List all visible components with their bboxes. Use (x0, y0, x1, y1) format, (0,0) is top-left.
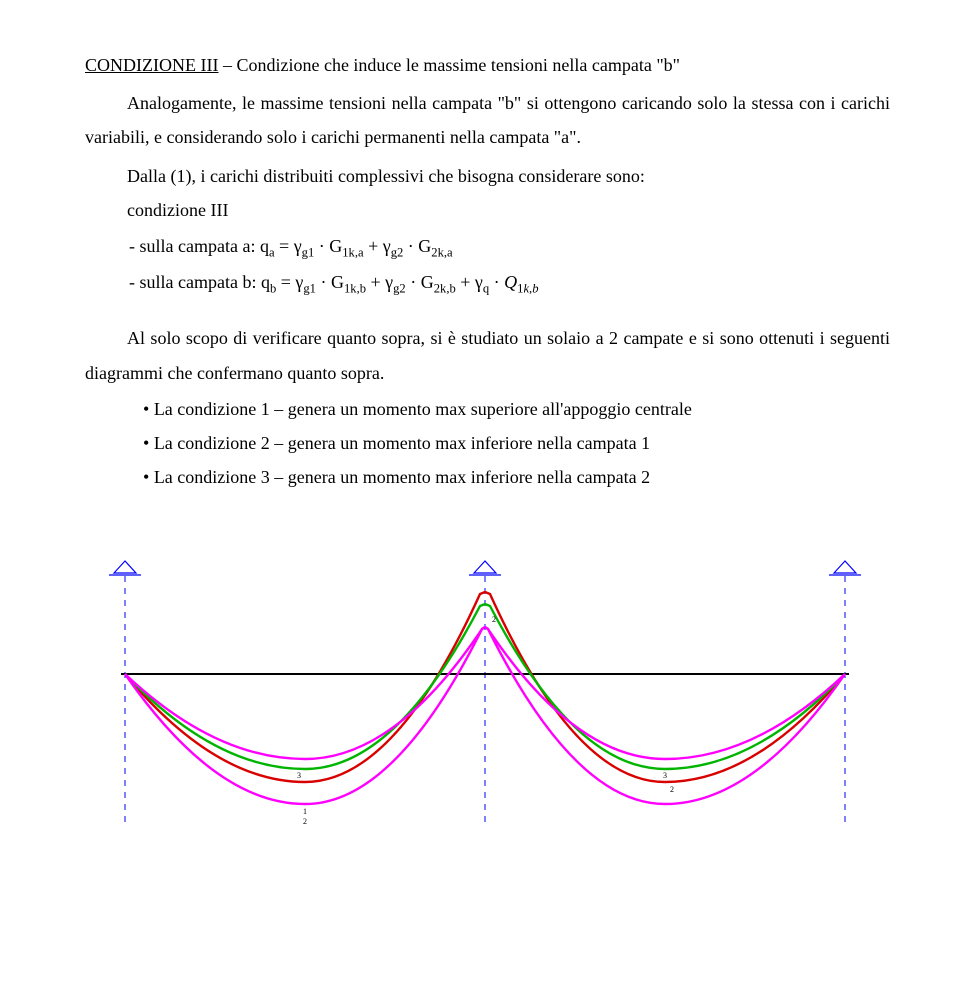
document-page: CONDIZIONE III – Condizione che induce l… (0, 0, 960, 1005)
bullet-2: La condizione 2 – genera un momento max … (85, 426, 890, 460)
heading-underlined: CONDIZIONE III (85, 55, 218, 75)
formula-a: qa = γg1 · G1k,a + γg2 · G2k,a (260, 236, 453, 256)
chart-annotation: 1 (303, 807, 307, 816)
bullet-1: La condizione 1 – genera un momento max … (85, 392, 890, 426)
li-b-text: sulla campata b: (140, 272, 261, 292)
chart-annotation: 2 (303, 817, 307, 824)
support-triangle-icon (114, 561, 136, 573)
moment-diagram-chart: 312322 (85, 524, 885, 824)
condition-label: condizione III (127, 193, 890, 227)
heading-line: CONDIZIONE III – Condizione che induce l… (85, 48, 890, 82)
chart-annotation: 3 (297, 771, 301, 780)
paragraph-3: Al solo scopo di verificare quanto sopra… (85, 321, 890, 389)
paragraph-1: Analogamente, le massime tensioni nella … (85, 86, 890, 154)
list-item-b: sulla campata b: qb = γg1 · G1k,b + γg2 … (85, 265, 890, 299)
li-a-text: sulla campata a: (140, 236, 260, 256)
chart-annotation: 2 (670, 785, 674, 794)
paragraph-2: Dalla (1), i carichi distribuiti comples… (85, 159, 890, 193)
list-item-a: sulla campata a: qa = γg1 · G1k,a + γg2 … (85, 229, 890, 263)
support-triangle-icon (474, 561, 496, 573)
chart-annotation: 2 (492, 615, 496, 624)
formula-b: qb = γg1 · G1k,b + γg2 · G2k,b + γq · Q1… (261, 272, 539, 292)
heading-rest: – Condizione che induce le massime tensi… (218, 55, 680, 75)
support-triangle-icon (834, 561, 856, 573)
bullet-3: La condizione 3 – genera un momento max … (85, 460, 890, 494)
chart-annotation: 3 (663, 771, 667, 780)
chart-svg: 312322 (85, 524, 885, 824)
